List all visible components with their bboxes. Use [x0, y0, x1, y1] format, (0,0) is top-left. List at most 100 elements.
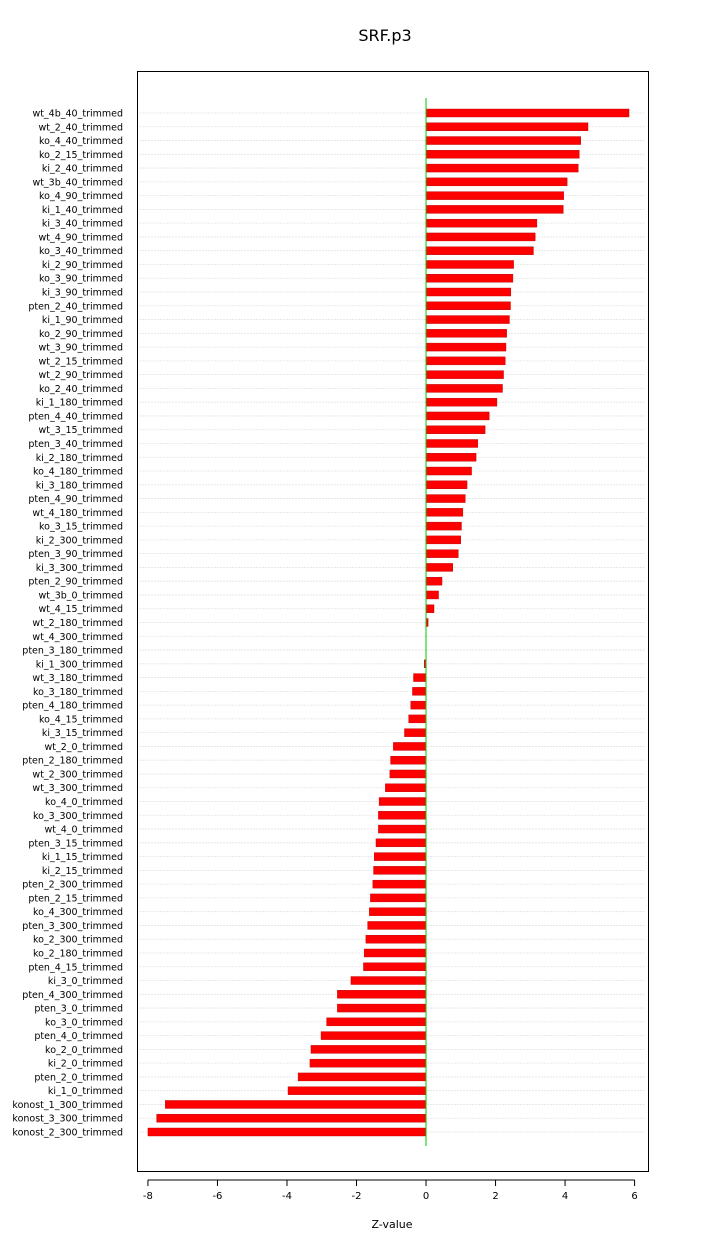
category-label: wt_4_90_trimmed — [38, 232, 123, 243]
bar — [374, 852, 427, 861]
category-label: ko_2_0_trimmed — [45, 1045, 123, 1056]
category-label: ko_4_0_trimmed — [45, 797, 123, 808]
bar — [425, 576, 443, 586]
category-label: ki_2_300_trimmed — [36, 535, 123, 546]
category-label: konost_3_300_trimmed — [12, 1114, 123, 1125]
bar — [287, 1086, 427, 1095]
bar — [373, 866, 427, 875]
bar — [425, 370, 504, 379]
bar — [363, 948, 427, 958]
category-label: ki_1_300_trimmed — [36, 659, 123, 670]
category-label: ki_3_90_trimmed — [42, 288, 123, 299]
bar — [326, 1017, 427, 1027]
category-label: pten_4_90_trimmed — [28, 494, 123, 505]
bar — [425, 287, 512, 297]
category-label: pten_4_15_trimmed — [28, 962, 123, 973]
category-label: pten_3_40_trimmed — [28, 439, 123, 450]
category-label: ko_4_15_trimmed — [39, 714, 123, 725]
bar — [425, 439, 479, 448]
grid-lines — [139, 112, 647, 1133]
category-label: pten_4_0_trimmed — [34, 1031, 123, 1042]
category-labels: wt_4b_40_trimmed wt_2_40_trimmed ko_4_40_t… — [12, 109, 123, 1139]
category-label: pten_2_300_trimmed — [22, 880, 123, 891]
category-label: wt_3_300_trimmed — [32, 783, 123, 794]
bar — [425, 191, 564, 200]
bar — [425, 163, 579, 173]
bar — [425, 177, 568, 187]
category-label: ko_2_180_trimmed — [33, 948, 123, 959]
bar — [372, 879, 427, 889]
x-tick-label: -4 — [282, 1191, 292, 1202]
bar — [408, 714, 427, 724]
bar — [425, 411, 490, 421]
bar — [425, 218, 538, 228]
category-label: pten_3_300_trimmed — [22, 921, 123, 932]
category-label: konost_1_300_trimmed — [12, 1100, 123, 1111]
category-label: pten_4_300_trimmed — [22, 990, 123, 1001]
bar — [337, 1003, 427, 1013]
bar — [425, 356, 506, 366]
category-label: ki_2_15_trimmed — [42, 866, 123, 877]
category-label: wt_3_180_trimmed — [32, 673, 123, 684]
bar — [425, 508, 464, 517]
bar — [425, 397, 498, 407]
bar — [147, 1127, 427, 1137]
category-label: pten_3_90_trimmed — [28, 549, 123, 560]
x-tick-label: 0 — [423, 1191, 429, 1202]
bar — [425, 590, 439, 600]
bar — [425, 425, 486, 434]
bar — [363, 962, 427, 971]
bar — [367, 921, 427, 930]
x-tick-label: -2 — [352, 1191, 362, 1202]
bar — [375, 838, 427, 848]
category-label: wt_2_90_trimmed — [38, 370, 123, 381]
category-label: pten_2_90_trimmed — [28, 577, 123, 588]
bar — [337, 990, 427, 999]
category-label: wt_3b_0_trimmed — [38, 590, 123, 601]
bar — [393, 742, 427, 751]
bar — [369, 907, 427, 916]
x-tick-label: 2 — [492, 1191, 498, 1202]
category-label: wt_2_40_trimmed — [38, 122, 123, 133]
bars — [147, 108, 630, 1137]
category-label: pten_3_15_trimmed — [28, 838, 123, 849]
category-label: ki_3_180_trimmed — [36, 480, 123, 491]
category-label: ki_2_40_trimmed — [42, 164, 123, 175]
category-label: pten_2_0_trimmed — [34, 1072, 123, 1083]
bar — [425, 549, 459, 558]
category-label: ki_1_180_trimmed — [36, 398, 123, 409]
category-label: ko_2_300_trimmed — [33, 935, 123, 946]
bar — [378, 797, 427, 806]
category-label: ko_4_180_trimmed — [33, 467, 123, 478]
bar — [425, 108, 630, 118]
bar — [425, 535, 461, 545]
bar — [425, 563, 453, 572]
bar — [425, 604, 435, 613]
bar — [413, 673, 427, 682]
category-label: wt_2_0_trimmed — [45, 742, 124, 753]
category-label: ko_4_300_trimmed — [33, 907, 123, 918]
category-label: ki_2_180_trimmed — [36, 453, 123, 464]
bar — [156, 1114, 427, 1123]
bar — [425, 122, 589, 131]
plot-frame — [137, 71, 649, 1172]
bar — [425, 136, 581, 145]
category-label: ko_2_15_trimmed — [39, 150, 123, 161]
chart-title: SRF.p3 — [358, 26, 411, 45]
bar — [309, 1058, 427, 1068]
category-label: ki_3_0_trimmed — [48, 976, 123, 987]
x-axis-label: Z-value — [371, 1218, 412, 1231]
category-label: wt_2_300_trimmed — [32, 769, 123, 780]
category-label: pten_4_40_trimmed — [28, 411, 123, 422]
category-label: wt_2_15_trimmed — [38, 356, 123, 367]
bar — [425, 480, 468, 489]
category-label: ki_1_40_trimmed — [42, 205, 123, 216]
bar — [390, 756, 427, 765]
category-label: ki_2_90_trimmed — [42, 260, 123, 271]
bar — [425, 274, 514, 283]
bar — [425, 246, 534, 255]
category-label: pten_3_0_trimmed — [34, 1004, 123, 1015]
bar — [425, 232, 536, 242]
category-label: ko_3_180_trimmed — [33, 687, 123, 698]
category-label: wt_4_15_trimmed — [38, 604, 123, 615]
